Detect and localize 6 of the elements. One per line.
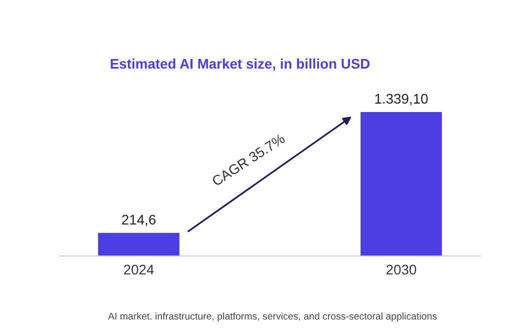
x-tick-label: 2024 (124, 264, 154, 275)
text: AI market. infrastructure, platforms, services, and cross-sectoral applications (108, 312, 437, 322)
data-label: 1.339,10 (375, 94, 428, 106)
data-label: 214,6 (122, 214, 156, 226)
chart-title: Estimated AI Market size, in billion USD (110, 58, 370, 71)
x-tick-label: 2030 (386, 264, 416, 275)
